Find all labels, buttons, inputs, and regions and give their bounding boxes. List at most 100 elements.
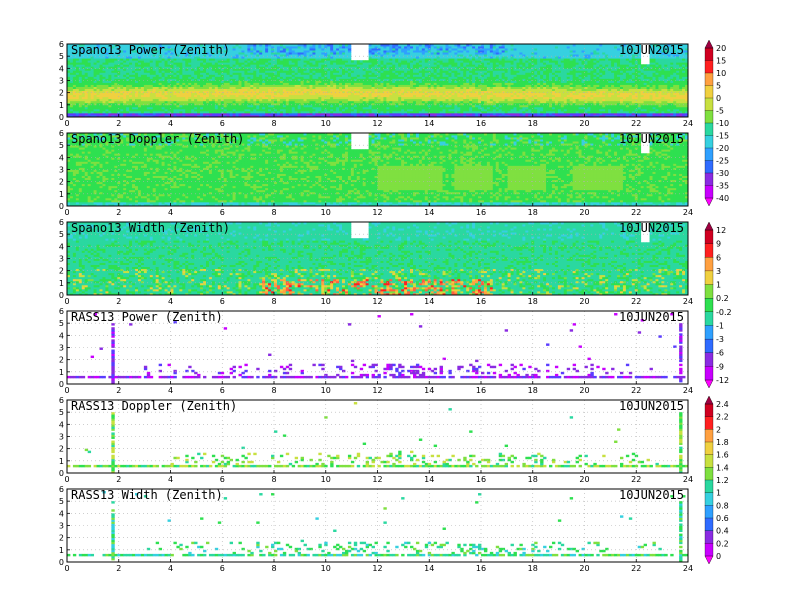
data-cell (167, 52, 171, 55)
data-cell (220, 80, 225, 83)
data-cell (176, 58, 180, 61)
data-cell (179, 84, 183, 87)
data-cell (158, 52, 163, 55)
data-cell (203, 110, 207, 114)
data-cell (152, 88, 157, 92)
data-cell (108, 76, 112, 79)
data-cell (217, 46, 222, 49)
data-cell (135, 86, 139, 90)
data-cell (108, 66, 112, 69)
data-cell (114, 74, 118, 77)
data-cell (87, 108, 92, 112)
data-cell (182, 90, 186, 94)
data-cell (114, 78, 118, 81)
data-cell (96, 58, 100, 61)
data-cell (173, 88, 177, 92)
data-cell (102, 70, 106, 73)
data-cell (111, 92, 115, 96)
data-cell (132, 106, 136, 110)
data-cell (203, 58, 207, 61)
data-cell (126, 48, 130, 51)
data-cell (211, 108, 216, 112)
data-cell (114, 72, 118, 75)
data-cell (90, 60, 95, 63)
data-cell (167, 48, 171, 51)
data-cell (84, 66, 89, 69)
data-cell (78, 58, 83, 61)
data-cell (105, 60, 109, 63)
data-cell (200, 108, 204, 112)
data-cell (99, 82, 103, 85)
data-cell (217, 60, 222, 63)
data-cell (111, 54, 115, 57)
data-cell (203, 104, 207, 108)
data-cell (105, 64, 109, 67)
data-cell (114, 94, 118, 98)
data-cell (167, 58, 171, 61)
data-cell (140, 72, 145, 75)
data-cell (93, 68, 97, 71)
data-cell (129, 110, 133, 114)
data-cell (108, 64, 112, 67)
data-cell (179, 112, 183, 116)
data-cell (67, 88, 71, 92)
data-cell (220, 70, 225, 73)
data-cell (143, 70, 148, 73)
data-cell (146, 82, 151, 85)
data-cell (72, 46, 77, 49)
data-cell (129, 72, 133, 75)
data-cell (149, 76, 154, 79)
data-cell (158, 58, 163, 61)
data-cell (120, 114, 124, 118)
data-cell (152, 96, 157, 100)
data-cell (152, 98, 157, 102)
data-cell (87, 86, 92, 90)
data-cell (173, 94, 177, 98)
data-cell (72, 82, 77, 85)
data-cell (200, 74, 204, 77)
data-cell (200, 56, 204, 59)
data-cell (93, 52, 97, 55)
data-cell (72, 76, 77, 79)
data-cell (203, 44, 207, 47)
data-cell (203, 108, 207, 112)
data-cell (191, 54, 195, 57)
data-cell (161, 46, 165, 49)
data-cell (87, 66, 92, 69)
data-cell (135, 104, 139, 108)
data-cell (72, 78, 77, 81)
data-cell (176, 70, 180, 73)
data-cell (120, 48, 124, 51)
data-cell (117, 74, 121, 77)
data-cell (161, 72, 165, 75)
data-cell (135, 72, 139, 75)
data-cell (164, 96, 168, 100)
data-cell (164, 46, 168, 49)
data-cell (99, 94, 103, 98)
data-cell (176, 72, 180, 75)
data-cell (220, 66, 225, 69)
data-cell (90, 48, 95, 51)
data-cell (182, 50, 186, 53)
data-cell (117, 76, 121, 79)
data-cell (164, 50, 168, 53)
data-cell (90, 92, 95, 96)
data-cell (146, 106, 151, 110)
data-cell (155, 52, 160, 55)
data-cell (170, 72, 174, 75)
data-cell (75, 100, 80, 104)
data-cell (87, 68, 92, 71)
data-cell (200, 92, 204, 96)
data-cell (99, 66, 103, 69)
data-cell (120, 82, 124, 85)
data-cell (72, 68, 77, 71)
data-cell (167, 74, 171, 77)
data-cell (143, 52, 148, 55)
data-cell (117, 66, 121, 69)
data-cell (69, 46, 74, 49)
data-cell (102, 78, 106, 81)
data-cell (188, 44, 192, 47)
data-cell (146, 48, 151, 51)
data-cell (140, 100, 145, 104)
data-cell (167, 76, 171, 79)
